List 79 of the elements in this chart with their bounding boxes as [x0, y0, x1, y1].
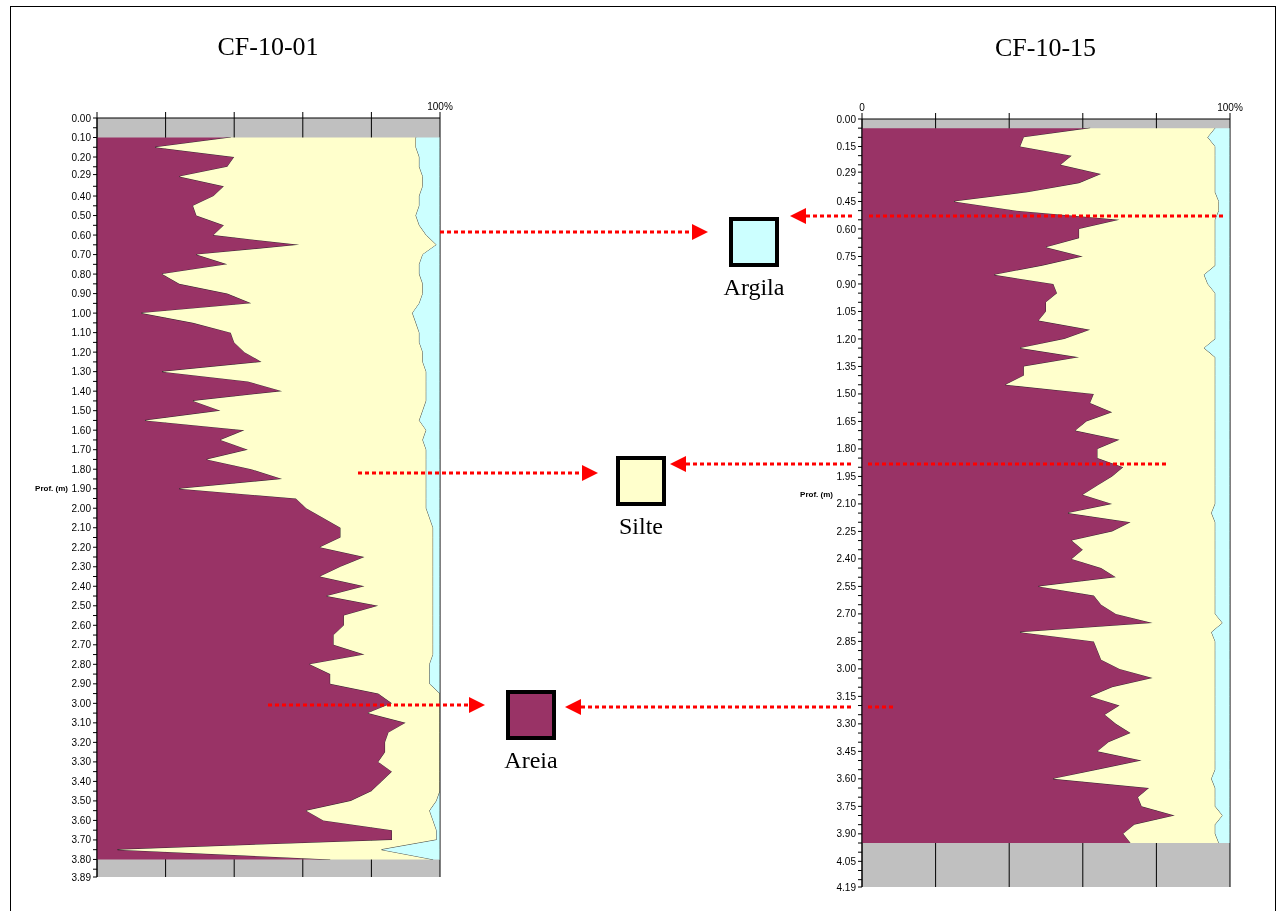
y-tick-label: 1.20 — [836, 333, 857, 345]
y-tick-label: 1.30 — [71, 366, 92, 378]
chart-title: CF-10-01 — [216, 32, 320, 62]
y-tick-label: 0.00 — [71, 112, 92, 124]
y-tick-label: 2.70 — [71, 639, 92, 651]
y-tick-label: 3.20 — [71, 736, 92, 748]
y-tick-label: 2.60 — [71, 619, 92, 631]
chart-title: CF-10-15 — [993, 33, 1098, 63]
y-axis-title: Prof. (m) — [34, 484, 68, 493]
legend-label: Areia — [504, 746, 558, 774]
y-axis-title: Prof. (m) — [799, 489, 833, 499]
y-tick-label: 1.50 — [836, 388, 857, 400]
y-tick-label: 0.20 — [71, 151, 92, 163]
y-tick-label: 0.70 — [71, 249, 92, 261]
y-tick-label: 2.20 — [71, 541, 92, 553]
y-tick-label: 3.75 — [836, 800, 857, 812]
y-tick-label: 3.00 — [836, 663, 857, 675]
y-tick-label: 2.40 — [836, 553, 857, 565]
y-tick-label: 0.45 — [836, 196, 857, 208]
y-tick-label: 1.65 — [836, 415, 857, 427]
y-tick-label: 3.80 — [71, 853, 92, 865]
y-tick-label: 1.80 — [836, 443, 857, 455]
y-tick-label: 3.50 — [71, 795, 92, 807]
x-tick-label: 100% — [427, 101, 453, 112]
y-tick-label: 1.50 — [71, 405, 92, 417]
y-tick-label: 1.80 — [71, 463, 92, 475]
y-tick-label: 0.60 — [836, 223, 857, 235]
y-tick-label: 2.50 — [71, 600, 92, 612]
y-tick-label: 0.75 — [836, 251, 857, 263]
y-tick-label: 3.90 — [836, 828, 857, 840]
y-tick-label: 0.60 — [71, 229, 92, 241]
y-tick-label: 4.05 — [836, 855, 857, 867]
y-tick-label: 1.00 — [71, 307, 92, 319]
y-tick-label: 3.30 — [71, 756, 92, 768]
legend-label: Argila — [723, 273, 785, 301]
y-tick-label: 3.60 — [836, 773, 857, 785]
y-tick-label: 0.50 — [71, 210, 92, 222]
x-tick-label: 100% — [1217, 102, 1243, 113]
y-tick-label: 3.40 — [71, 775, 92, 787]
y-tick-label: 0.80 — [71, 268, 92, 280]
y-tick-label: 3.15 — [836, 690, 857, 702]
y-tick-label: 1.05 — [836, 306, 857, 318]
y-tick-label: 0.29 — [836, 166, 857, 178]
y-tick-label: 0.10 — [71, 132, 92, 144]
legend-label: Silte — [618, 512, 663, 540]
y-tick-label: 3.89 — [71, 871, 92, 883]
y-tick-label: 0.90 — [836, 278, 857, 290]
y-tick-label: 2.80 — [71, 658, 92, 670]
y-tick-label: 1.40 — [71, 385, 92, 397]
y-tick-label: 2.30 — [71, 561, 92, 573]
y-tick-label: 1.35 — [836, 361, 857, 372]
y-tick-label: 3.30 — [836, 718, 857, 730]
y-tick-label: 2.00 — [71, 502, 92, 514]
y-tick-label: 0.00 — [836, 113, 857, 125]
y-tick-label: 3.60 — [71, 814, 92, 826]
y-tick-label: 0.15 — [836, 141, 857, 153]
y-tick-label: 2.55 — [836, 580, 857, 592]
y-tick-label: 2.10 — [71, 522, 92, 534]
y-tick-label: 2.85 — [836, 635, 857, 647]
y-tick-label: 2.90 — [71, 678, 92, 690]
y-tick-label: 1.90 — [71, 483, 92, 495]
y-tick-label: 2.10 — [836, 498, 857, 510]
y-tick-label: 1.60 — [71, 424, 92, 436]
y-tick-label: 1.70 — [71, 444, 92, 456]
y-tick-label: 3.45 — [836, 745, 857, 757]
y-tick-label: 1.95 — [836, 470, 857, 482]
y-tick-label: 0.40 — [71, 190, 92, 202]
y-tick-label: 2.40 — [71, 580, 92, 592]
y-tick-label: 0.29 — [71, 169, 92, 181]
x-tick-label: 0 — [859, 102, 866, 113]
y-tick-label: 3.00 — [71, 697, 92, 709]
y-tick-label: 0.90 — [71, 288, 92, 300]
y-tick-label: 3.70 — [71, 834, 92, 846]
y-tick-label: 2.25 — [836, 525, 857, 537]
y-tick-label: 4.19 — [836, 881, 857, 893]
y-tick-label: 1.20 — [71, 346, 92, 358]
y-tick-label: 2.70 — [836, 608, 857, 620]
y-tick-label: 3.10 — [71, 717, 92, 729]
y-tick-label: 1.10 — [71, 327, 92, 339]
